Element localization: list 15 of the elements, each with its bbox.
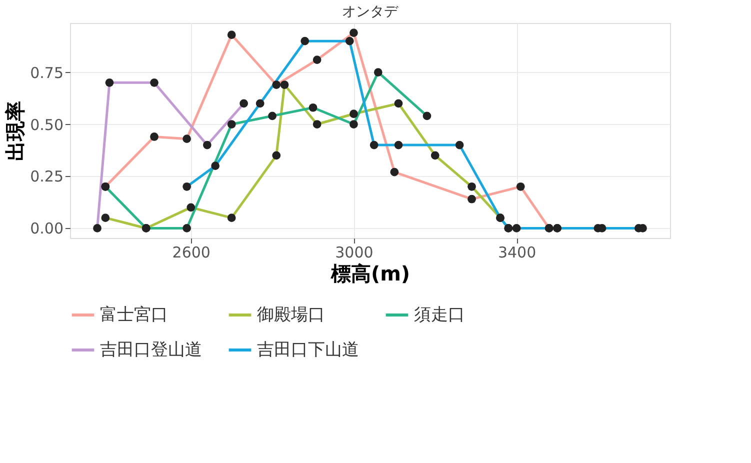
y-tick-label: 0.75	[30, 64, 64, 82]
y-tick-label: 0.25	[30, 168, 64, 186]
y-tick-label: 0.00	[30, 220, 64, 238]
y-tick-label: 0.50	[30, 116, 64, 134]
legend-label: 御殿場口	[257, 305, 325, 325]
x-tick-label: 3000	[335, 244, 374, 262]
legend-label: 吉田口登山道	[100, 340, 202, 360]
chart-title: オンタデ	[342, 4, 399, 20]
legend-label: 富士宮口	[100, 305, 168, 325]
x-tick-label: 3400	[498, 244, 536, 262]
legend-label: 須走口	[414, 305, 465, 325]
x-tick-label: 2600	[172, 244, 210, 262]
x-axis-title: 標高(m)	[330, 262, 410, 286]
y-axis-title: 出現率	[3, 101, 28, 161]
legend-label: 吉田口下山道	[257, 340, 359, 360]
